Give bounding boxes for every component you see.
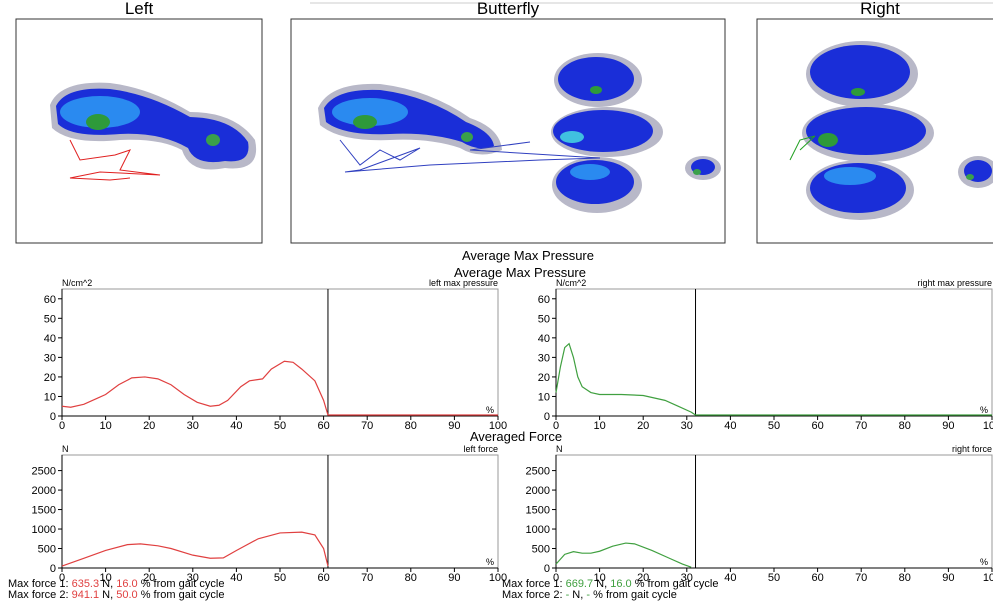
max-force-label: N, [569,589,586,601]
x-tick-label: 90 [942,572,954,584]
x-tick-label: 80 [899,420,911,432]
y-tick-label: 50 [538,313,550,325]
panel-title: Left [125,0,154,18]
x-tick-label: 80 [899,572,911,584]
x-tick-label: 10 [593,420,605,432]
data-line [556,543,691,567]
x-tick-label: 100 [983,420,993,432]
app: Left Butterfly Right Average Max Pressur… [0,0,993,608]
y-tick-label: 40 [538,333,550,345]
x-tick-label: 100 [489,420,507,432]
x-tick-label: 20 [143,420,155,432]
x-tick-label: 0 [59,420,65,432]
y-unit: N [62,444,69,454]
x-tick-label: 100 [983,572,993,584]
max-force-label: Max force 2: [8,589,72,601]
chart-title: right max pressure [917,278,992,288]
plot-frame [556,289,992,416]
y-unit: N/cm^2 [62,278,92,288]
y-tick-label: 40 [44,333,56,345]
x-tick-label: 40 [724,420,736,432]
x-unit: % [980,557,988,567]
x-tick-label: 40 [724,572,736,584]
x-unit: % [486,557,494,567]
max-force-info: Max force 2: 941.1 N, 50.0 % from gait c… [8,589,224,601]
y-unit: N [556,444,563,454]
panel-title: Right [860,0,900,18]
x-tick-label: 50 [274,572,286,584]
y-tick-label: 2000 [32,485,56,497]
x-tick-label: 40 [230,572,242,584]
x-tick-label: 60 [811,572,823,584]
y-tick-label: 0 [544,563,550,575]
chart-title: left force [463,444,498,454]
x-tick-label: 70 [361,420,373,432]
plot-frame [62,289,498,416]
y-tick-label: 2500 [526,466,550,478]
chart-view: Left Butterfly Right Average Max Pressur… [0,0,993,608]
y-tick-label: 50 [44,313,56,325]
max-force-label: % from gait cycle [138,589,225,601]
x-tick-label: 40 [230,420,242,432]
x-tick-label: 50 [768,572,780,584]
section-title: Averaged Force [470,429,562,444]
y-tick-label: 1500 [526,505,550,517]
plot-frame [62,455,498,568]
max-force-label: Max force 2: [502,589,566,601]
y-tick-label: 10 [44,391,56,403]
max-force-label: N, [99,589,116,601]
y-tick-label: 30 [44,352,56,364]
data-line [556,344,992,415]
x-tick-label: 80 [405,420,417,432]
data-line [62,532,328,566]
x-tick-label: 60 [317,572,329,584]
y-tick-label: 1000 [32,524,56,536]
y-tick-label: 0 [544,411,550,423]
chart-title: left max pressure [429,278,498,288]
x-tick-label: 70 [361,572,373,584]
y-tick-label: 2000 [526,485,550,497]
y-tick-label: 500 [38,544,56,556]
y-tick-label: 10 [538,391,550,403]
y-tick-label: 500 [532,544,550,556]
y-tick-label: 30 [538,352,550,364]
y-tick-label: 20 [538,372,550,384]
y-tick-label: 60 [538,294,550,306]
plot-frame [556,455,992,568]
x-tick-label: 30 [187,420,199,432]
x-tick-label: 20 [637,420,649,432]
y-tick-label: 0 [50,411,56,423]
max-force-info: Max force 2: - N, - % from gait cycle [502,589,677,601]
x-tick-label: 90 [448,572,460,584]
x-tick-label: 10 [99,420,111,432]
data-line [62,361,498,415]
max-force-value: 941.1 [72,589,100,601]
y-tick-label: 2500 [32,466,56,478]
x-tick-label: 70 [855,572,867,584]
max-force-value: 50.0 [116,589,137,601]
x-tick-label: 80 [405,572,417,584]
y-tick-label: 1500 [32,505,56,517]
x-tick-label: 90 [942,420,954,432]
y-unit: N/cm^2 [556,278,586,288]
x-tick-label: 70 [855,420,867,432]
x-tick-label: 0 [553,420,559,432]
y-tick-label: 20 [44,372,56,384]
x-unit: % [486,405,494,415]
x-tick-label: 60 [811,420,823,432]
panel-title: Butterfly [477,0,540,18]
y-tick-label: 0 [50,563,56,575]
x-tick-label: 90 [448,420,460,432]
x-tick-label: 50 [274,420,286,432]
y-tick-label: 60 [44,294,56,306]
x-tick-label: 30 [681,420,693,432]
x-tick-label: 60 [317,420,329,432]
y-tick-label: 1000 [526,524,550,536]
section-title: Average Max Pressure [462,248,594,263]
x-tick-label: 50 [768,420,780,432]
max-force-label: % from gait cycle [590,589,677,601]
chart-title: right force [952,444,992,454]
x-unit: % [980,405,988,415]
